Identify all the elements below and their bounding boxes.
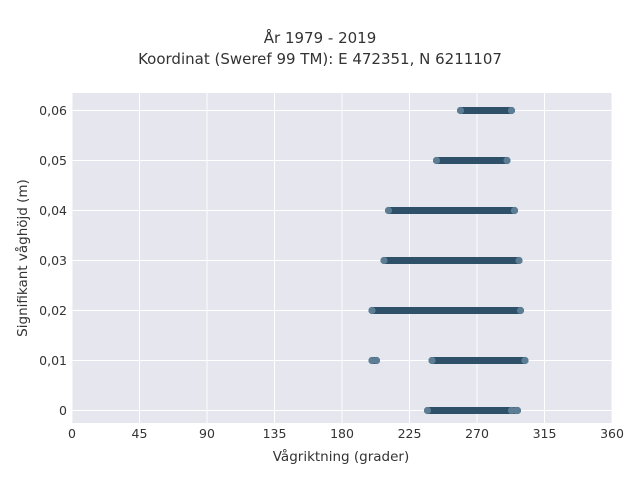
y-axis-label: Signifikant våghöjd (m) <box>14 179 31 337</box>
chart-title: År 1979 - 2019 <box>263 29 377 47</box>
x-tick-label: 315 <box>533 426 557 441</box>
data-point <box>512 406 520 415</box>
y-tick-label: 0,06 <box>39 103 67 118</box>
y-axis-ticks: 0 0,01 0,02 0,03 0,04 0,05 0,06 <box>39 103 67 418</box>
data-point <box>368 306 376 315</box>
data-point <box>428 356 436 365</box>
x-tick-label: 225 <box>398 426 422 441</box>
x-tick-label: 270 <box>465 426 489 441</box>
data-points <box>368 106 529 415</box>
data-point <box>380 256 388 265</box>
x-tick-label: 0 <box>68 426 76 441</box>
y-tick-label: 0 <box>59 403 67 418</box>
x-tick-label: 135 <box>263 426 287 441</box>
y-tick-label: 0,02 <box>39 303 67 318</box>
data-point <box>510 206 519 215</box>
data-point <box>515 256 523 265</box>
x-axis-label: Vågriktning (grader) <box>273 448 410 465</box>
data-point <box>384 206 393 215</box>
y-tick-label: 0,01 <box>39 353 67 368</box>
x-tick-label: 180 <box>330 426 354 441</box>
data-point <box>516 306 525 315</box>
data-point <box>432 156 441 165</box>
x-axis-ticks: 0 45 90 135 180 225 270 315 360 <box>68 426 624 441</box>
y-tick-label: 0,04 <box>39 203 67 218</box>
data-point <box>456 106 465 115</box>
x-tick-label: 90 <box>199 426 215 441</box>
chart-subtitle: Koordinat (Sweref 99 TM): E 472351, N 62… <box>138 50 502 68</box>
x-tick-label: 45 <box>132 426 148 441</box>
y-tick-label: 0,05 <box>39 153 67 168</box>
data-point <box>423 406 432 415</box>
data-point <box>503 156 511 165</box>
data-point <box>521 356 529 365</box>
data-point <box>372 356 381 365</box>
y-tick-label: 0,03 <box>39 253 67 268</box>
x-tick-label: 360 <box>600 426 624 441</box>
data-point <box>507 106 516 115</box>
